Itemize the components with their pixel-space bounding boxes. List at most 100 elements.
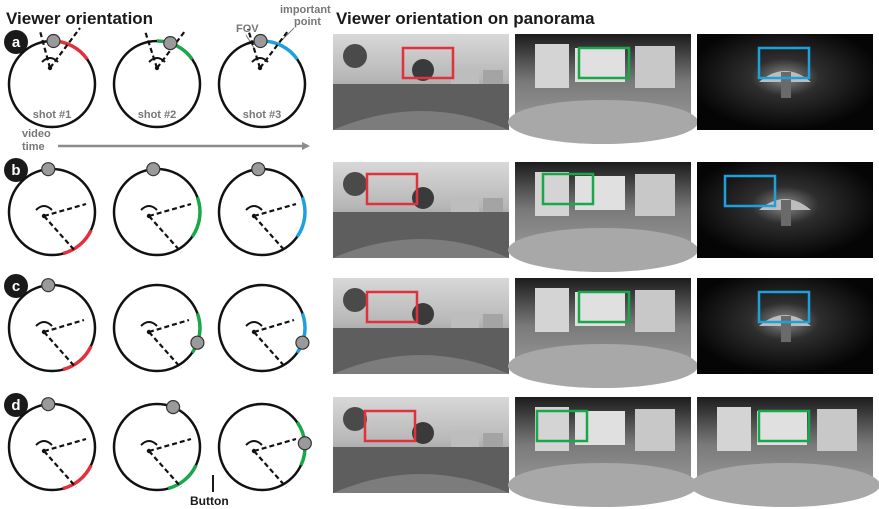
viewer-dot: [146, 213, 152, 219]
viewer-dot: [41, 329, 47, 335]
tree-shape: [343, 407, 367, 431]
wall-panel-shape: [535, 44, 569, 88]
orientation-diagram: shot #3: [217, 28, 307, 129]
row-badge-label: a: [12, 34, 21, 51]
orientation-diagram: [7, 162, 97, 257]
fov-arc: [167, 464, 198, 491]
head-arc: [41, 57, 59, 63]
orientation-diagram: shot #2: [112, 30, 202, 129]
floor-shape: [508, 228, 698, 272]
orientation-diagram: [112, 283, 205, 373]
viewport-highlight-box: [541, 172, 595, 206]
gaze-line: [148, 450, 182, 488]
panorama-street: [333, 278, 509, 374]
row-badge: [4, 158, 28, 182]
important-point-marker: [251, 162, 266, 177]
whiteboard-shape: [575, 292, 625, 326]
head-arc: [140, 321, 158, 327]
orientation-diagram: [217, 402, 312, 492]
whiteboard-shape: [757, 411, 807, 445]
gaze-line: [43, 215, 77, 253]
view-circle: [217, 167, 307, 257]
left-heading: Viewer orientation: [6, 9, 153, 28]
house-shape: [451, 312, 479, 328]
panorama-room: [508, 162, 698, 272]
row-badge-label: b: [11, 162, 20, 179]
fov-arc: [190, 196, 202, 238]
viewer-dot: [146, 329, 152, 335]
view-circle: [112, 167, 202, 257]
row-badge: [4, 393, 28, 417]
floor-shape: [690, 463, 879, 507]
viewport-highlight-box: [401, 46, 455, 80]
tree-shape: [412, 422, 434, 444]
gaze-line: [253, 450, 287, 488]
important-point-marker: [297, 436, 312, 451]
gaze-line: [49, 27, 81, 69]
house-shape: [483, 70, 503, 84]
wall-panel-shape: [535, 172, 569, 216]
orientation-diagram: [217, 162, 307, 257]
rows: a shot #1 shot #2 shot #3 b c d: [4, 27, 879, 507]
fov-arc: [295, 312, 307, 354]
gaze-line: [43, 437, 87, 453]
gaze-line: [246, 28, 262, 69]
panorama-room: [508, 278, 698, 388]
gaze-line: [43, 450, 77, 488]
fov-arc: [190, 312, 202, 354]
important-point-marker: [166, 400, 181, 415]
whiteboard-shape: [575, 411, 625, 445]
wall-panel-shape: [535, 288, 569, 332]
house-shape: [483, 314, 503, 328]
row-badge: [4, 274, 28, 298]
viewer-dot: [257, 65, 263, 71]
tree-shape: [412, 187, 434, 209]
road-curve-shape: [333, 355, 509, 374]
row-badge-label: c: [12, 278, 20, 295]
head-arc: [148, 57, 166, 63]
viewer-dot: [251, 329, 257, 335]
wall-panel-shape: [635, 46, 675, 88]
wall-panel-shape: [635, 174, 675, 216]
shot-label: shot #3: [243, 109, 282, 121]
head-arc: [140, 205, 158, 211]
house-shape: [451, 196, 479, 212]
important-point-marker: [295, 335, 310, 350]
viewport-highlight-box: [723, 174, 777, 208]
floor-shape: [508, 344, 698, 388]
wall-panel-shape: [717, 407, 751, 451]
row-c: c: [4, 274, 873, 388]
fov-arc: [62, 345, 93, 372]
view-circle: [217, 402, 307, 492]
head-arc: [35, 205, 53, 211]
wall-panel-shape: [535, 407, 569, 451]
viewer-dot: [146, 448, 152, 454]
panorama-dark: [697, 34, 873, 130]
panorama-dark: [697, 162, 873, 258]
gaze-line: [148, 215, 182, 253]
important-point-marker: [146, 162, 161, 177]
panorama-street: [333, 397, 509, 493]
viewport-highlight-box: [577, 46, 631, 80]
button-label: Button: [190, 494, 229, 508]
row-d: d: [4, 393, 879, 507]
head-arc: [35, 321, 53, 327]
panorama-room: [508, 34, 698, 144]
viewport-highlight-box: [577, 290, 631, 324]
viewer-dot: [47, 65, 53, 71]
important-point-marker: [163, 36, 178, 51]
panorama-room: [690, 397, 879, 507]
orientation-diagram: [7, 278, 97, 373]
gaze-line: [43, 318, 85, 334]
person-shape: [781, 72, 791, 98]
wall-panel-shape: [817, 409, 857, 451]
viewport-highlight-box: [757, 46, 811, 80]
orientation-diagram: shot #1: [7, 27, 97, 129]
viewer-dot: [41, 213, 47, 219]
viewport-highlight-box: [757, 409, 811, 443]
viewer-dot: [251, 448, 257, 454]
important-point-label-line1: important: [280, 4, 331, 16]
video-time-label-line1: video: [22, 128, 51, 140]
